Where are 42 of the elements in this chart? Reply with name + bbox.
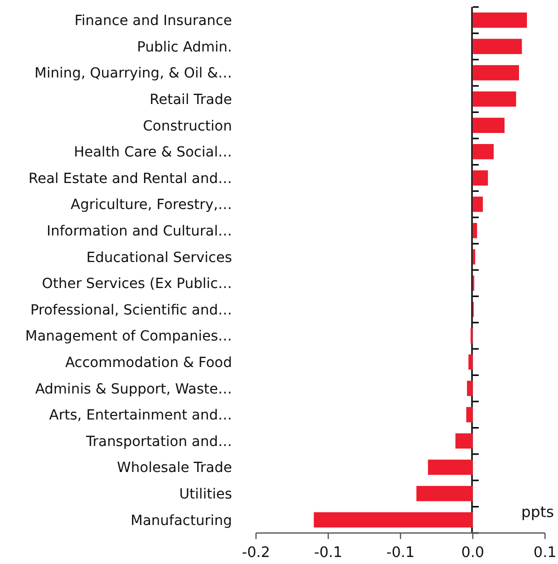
y-tick-label: Manufacturing xyxy=(130,512,232,529)
x-tick-label: -0.1 xyxy=(314,545,342,561)
bar xyxy=(468,354,473,370)
bar xyxy=(472,91,516,107)
y-tick-label: Management of Companies… xyxy=(25,328,232,345)
bar xyxy=(472,196,483,212)
y-tick-label: Real Estate and Rental and… xyxy=(28,170,232,187)
bar xyxy=(428,460,473,475)
bar xyxy=(314,512,473,528)
annotation: ppts xyxy=(521,503,554,521)
y-tick-label: Other Services (Ex Public… xyxy=(42,276,232,292)
x-tick-label: 0.1 xyxy=(533,545,557,561)
bar xyxy=(472,144,494,160)
y-tick-label: Health Care & Social… xyxy=(74,144,232,161)
bar xyxy=(472,65,519,80)
y-tick-label: Transportation and… xyxy=(85,434,232,450)
y-tick-label: Retail Trade xyxy=(150,92,232,108)
bar xyxy=(416,486,473,502)
y-tick-label: Adminis & Support, Waste… xyxy=(35,381,232,398)
y-tick-label: Arts, Entertainment and… xyxy=(49,408,232,424)
y-tick-label: Educational Services xyxy=(86,250,232,266)
bar xyxy=(455,433,473,449)
y-tick-label: Utilities xyxy=(179,486,232,502)
x-tick-label: -0.1 xyxy=(386,545,415,561)
x-tick-label: 0.0 xyxy=(461,545,484,561)
y-tick-label: Professional, Scientific and… xyxy=(30,302,232,318)
y-tick-label: Wholesale Trade xyxy=(117,460,232,476)
y-tick-label: Agriculture, Forestry,… xyxy=(70,197,232,214)
bar xyxy=(472,170,488,186)
y-tick-label: Accommodation & Food xyxy=(65,354,232,371)
y-tick-label: Information and Cultural… xyxy=(46,223,232,240)
x-tick-label: -0.2 xyxy=(242,545,270,561)
y-tick-label: Mining, Quarrying, & Oil &… xyxy=(34,66,232,82)
bar xyxy=(472,118,505,133)
bar xyxy=(466,380,473,396)
bar xyxy=(472,12,527,28)
bar xyxy=(466,407,473,422)
y-tick-label: Finance and Insurance xyxy=(74,13,232,30)
bar xyxy=(472,222,478,238)
y-tick-label: Public Admin. xyxy=(137,39,232,56)
bar xyxy=(472,38,522,54)
y-tick-label: Construction xyxy=(142,118,232,134)
